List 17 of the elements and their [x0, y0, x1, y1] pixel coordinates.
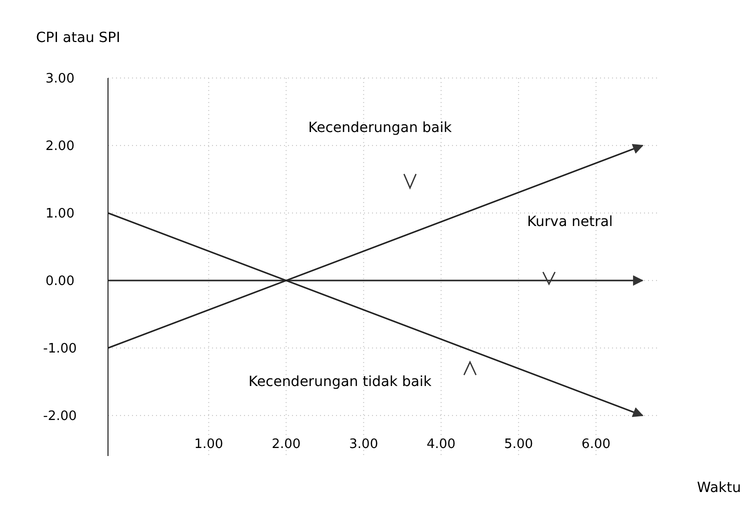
annotation: Kecenderungan baik	[308, 120, 453, 136]
x-tick-label: 4.00	[426, 437, 456, 452]
x-tick-label: 6.00	[582, 437, 611, 452]
y-tick-label: 2.00	[46, 139, 74, 154]
x-tick-label: 2.00	[272, 437, 301, 452]
annotation: Kecenderungan tidak baik	[248, 374, 432, 390]
y-axis-title: CPI atau SPI	[36, 30, 120, 46]
y-tick-label: 0.00	[46, 274, 74, 290]
x-axis-title: Waktu	[697, 480, 741, 496]
y-tick-label: -2.00	[43, 409, 77, 424]
x-tick-label: 3.00	[349, 437, 378, 452]
annotation: Kurva netral	[527, 214, 613, 230]
y-tick-label: 1.00	[46, 206, 74, 222]
y-tick-label: 3.00	[46, 72, 74, 87]
x-tick-label: 1.00	[194, 437, 224, 452]
x-tick-label: 5.00	[504, 437, 534, 452]
y-tick-label: -1.00	[43, 342, 77, 357]
